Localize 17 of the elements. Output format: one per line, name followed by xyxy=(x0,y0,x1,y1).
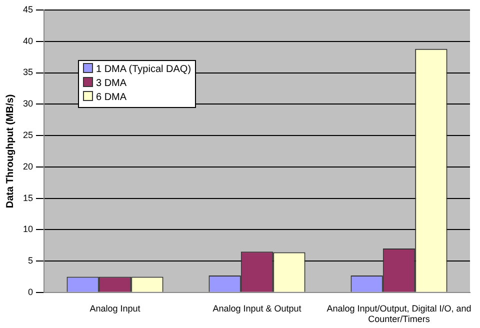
y-tick-label: 5 xyxy=(28,256,34,266)
legend-label: 1 DMA (Typical DAQ) xyxy=(95,63,192,77)
y-tick-label: 0 xyxy=(28,286,34,297)
y-tick-label: 35 xyxy=(22,67,34,78)
y-tick-label: 15 xyxy=(22,192,34,203)
x-tick-label: Analog Input xyxy=(90,303,141,314)
y-tick-label: 25 xyxy=(22,130,34,140)
y-tick-label: 40 xyxy=(22,36,34,46)
y-axis-title: Data Throughput (MB/s) xyxy=(4,94,16,208)
y-tick-label: 45 xyxy=(22,4,34,14)
legend-label: 6 DMA xyxy=(95,91,128,105)
legend-label: 3 DMA xyxy=(95,77,128,91)
y-tick-label: 20 xyxy=(22,161,34,172)
x-tick-label: Analog Input/Output, Digital I/O, and Counter/Timers xyxy=(326,303,472,324)
y-tick-label: 10 xyxy=(22,224,34,234)
y-tick-label: 30 xyxy=(22,98,34,109)
x-tick-label: Analog Input & Output xyxy=(212,303,302,314)
